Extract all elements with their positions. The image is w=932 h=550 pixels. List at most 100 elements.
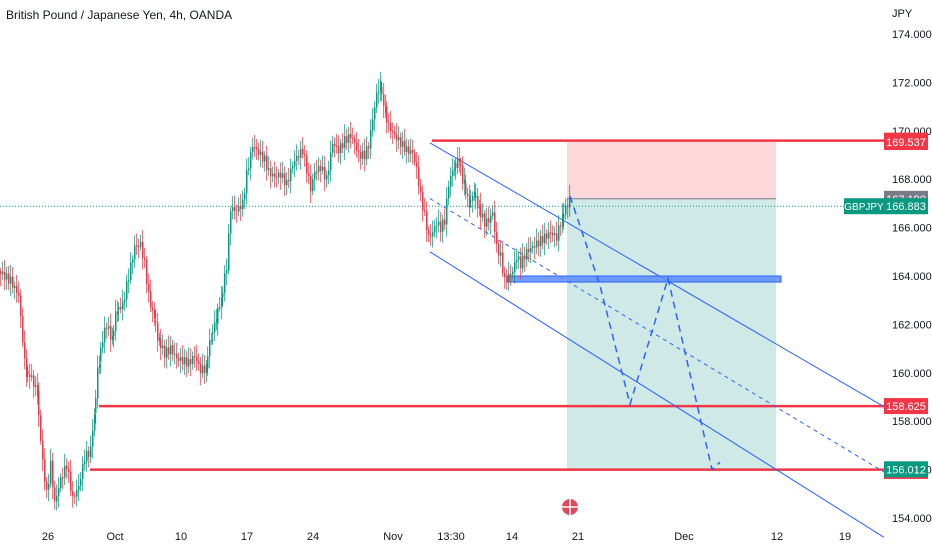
- candle-body: [386, 107, 388, 123]
- candle-body: [534, 246, 536, 248]
- candle-body: [459, 158, 461, 162]
- candle-body: [424, 210, 426, 212]
- candle-body: [118, 307, 120, 310]
- candle-body: [288, 179, 290, 182]
- candle-body: [56, 496, 58, 502]
- time-tick-label: 14: [506, 531, 518, 543]
- candle-body: [20, 295, 22, 316]
- candle-body: [438, 221, 440, 226]
- candle-body: [510, 273, 512, 275]
- time-axis: 26 Oct 10 17 24 Nov 13:30 14 21 Dec 12 19: [42, 531, 851, 543]
- candle-body: [12, 276, 14, 288]
- candle-body: [209, 340, 211, 357]
- candle-body: [467, 193, 469, 197]
- candle-body: [396, 134, 398, 141]
- candle-body: [512, 271, 514, 275]
- candle-body: [24, 342, 26, 359]
- candle-body: [186, 357, 188, 367]
- candle-body: [214, 322, 216, 332]
- candle-body: [314, 171, 316, 180]
- candle-body: [490, 215, 492, 223]
- candle-body: [477, 195, 479, 209]
- candle-body: [374, 107, 376, 120]
- candle-body: [494, 212, 496, 232]
- candle-body: [416, 162, 418, 168]
- candle-body: [428, 229, 430, 235]
- candle-body: [228, 233, 230, 271]
- time-tick-label: Oct: [106, 531, 123, 543]
- candle-body: [176, 353, 178, 359]
- candle-body: [58, 487, 60, 497]
- candle-body: [440, 221, 442, 232]
- candle-body: [104, 327, 106, 343]
- candle-body: [356, 142, 358, 151]
- candle-body: [42, 440, 44, 460]
- candle-body: [479, 206, 481, 209]
- time-tick-label: 12: [771, 531, 783, 543]
- candle-body: [152, 307, 154, 311]
- candle-body: [308, 173, 310, 176]
- candle-body: [480, 204, 482, 218]
- candle-body: [194, 356, 196, 358]
- candle-body: [360, 151, 362, 159]
- candle-body: [262, 151, 264, 162]
- candle-body: [354, 138, 356, 143]
- candle-body: [306, 155, 308, 174]
- candle-body: [340, 143, 342, 154]
- candle-body: [38, 391, 40, 416]
- candle-body: [90, 446, 92, 457]
- candle-body: [212, 331, 214, 334]
- candle-body: [520, 256, 522, 269]
- candle-body: [518, 256, 520, 260]
- candle-body: [446, 198, 448, 225]
- time-tick-label: 21: [572, 531, 584, 543]
- candle-body: [140, 242, 142, 247]
- candle-body: [211, 339, 213, 341]
- time-tick-label: 17: [241, 531, 253, 543]
- candle-body: [304, 154, 306, 156]
- projection-path: [569, 195, 721, 472]
- candle-body: [150, 291, 152, 308]
- candle-body: [475, 195, 477, 198]
- candle-body: [102, 342, 104, 348]
- candle-body: [82, 464, 84, 479]
- candle-body: [430, 234, 432, 237]
- candle-body: [84, 461, 86, 465]
- candle-body: [268, 168, 270, 171]
- candle-body: [558, 225, 560, 241]
- time-tick-label: 10: [175, 531, 187, 543]
- candle-body: [364, 150, 366, 160]
- candle-body: [502, 252, 504, 274]
- candle-body: [298, 156, 300, 158]
- candle-body: [338, 146, 340, 154]
- time-tick-label: Dec: [674, 531, 694, 543]
- candle-body: [562, 213, 564, 227]
- candle-body: [506, 276, 508, 282]
- candle-body: [444, 219, 446, 225]
- candle-body: [154, 310, 156, 319]
- price-label-bg: [884, 461, 928, 478]
- candle-body: [180, 357, 182, 361]
- candle-body: [358, 150, 360, 152]
- candle-body: [276, 176, 278, 178]
- candle-body: [280, 172, 282, 178]
- candle-body: [115, 311, 117, 332]
- channel-lower: [429, 251, 885, 538]
- candle-body: [246, 170, 248, 194]
- candle-body: [282, 173, 284, 178]
- candle-body: [40, 415, 42, 441]
- candle-body: [160, 339, 162, 349]
- candle-body: [190, 359, 192, 364]
- candle-body: [474, 192, 476, 196]
- candle-body: [516, 259, 518, 262]
- candle-body: [234, 207, 236, 211]
- candle-body: [155, 321, 157, 323]
- price-tick-label: 154.000: [892, 513, 932, 525]
- candle-body: [538, 240, 540, 247]
- candle-body: [222, 292, 224, 298]
- candle-body: [336, 145, 338, 147]
- candle-body: [302, 149, 304, 155]
- candle-body: [144, 257, 146, 260]
- candle-body: [286, 179, 288, 186]
